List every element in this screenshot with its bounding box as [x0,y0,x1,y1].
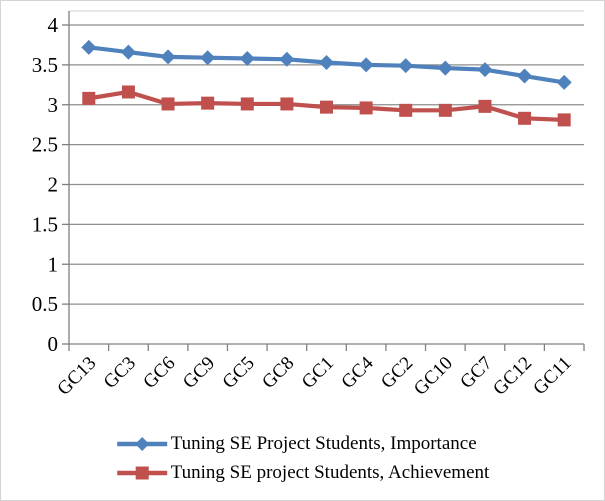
series-1-marker [280,97,294,111]
series-1-marker [201,96,215,110]
x-category-label: GC3 [100,353,140,393]
series-1-marker [82,91,96,105]
x-category-label: GC6 [139,353,179,393]
x-category-label: GC5 [219,353,259,393]
legend-diamond-marker-icon [134,437,149,451]
x-category-label: GC1 [298,353,338,393]
series-0-marker [160,49,176,65]
series-1-marker [161,97,175,111]
y-tick-label: 2.5 [32,133,58,157]
y-tick-label: 0.5 [32,292,58,316]
y-tick-label: 1 [48,252,59,276]
series-1-marker [399,103,413,117]
series-1-marker [121,85,135,99]
legend-label-achievement: Tuning SE project Students, Achievement [170,462,490,483]
y-tick-label: 0 [48,332,59,356]
series-0-marker [517,68,533,84]
legend-key-achievement-icon [116,466,167,480]
y-tick-label: 3.5 [32,53,58,77]
series-1-marker [438,103,452,117]
series-1-marker [518,111,532,125]
legend-square-marker-icon [135,466,149,480]
series-0-marker [279,51,295,67]
legend-item-importance: Tuning SE Project Students, Importance [116,430,490,458]
legend: Tuning SE Project Students, Importance T… [116,430,490,487]
y-tick-label: 2 [48,173,59,197]
legend-item-achievement: Tuning SE project Students, Achievement [116,459,490,487]
x-category-label: GC13 [53,353,100,400]
series-1-marker [478,99,492,113]
x-category-label: GC4 [337,352,378,393]
y-tick-label: 1.5 [32,212,58,236]
series-0-marker [120,44,136,60]
series-0-marker [358,57,374,73]
series-0-marker [319,54,334,70]
legend-label-importance: Tuning SE Project Students, Importance [170,433,477,454]
x-category-label: GC8 [258,353,298,393]
series-0-marker [556,74,572,90]
series-0-marker [239,50,255,66]
y-tick-label: 3 [48,93,59,117]
series-0-marker [477,62,493,78]
series-1-marker [359,101,373,115]
legend-key-importance-icon [116,437,167,451]
x-category-label: GC11 [529,353,575,399]
y-tick-label: 4 [48,13,59,37]
series-0-marker [200,50,216,66]
x-category-label: GC10 [410,353,457,400]
series-1-marker [320,100,333,114]
series-0-marker [398,58,414,74]
series-1-marker [240,97,254,111]
x-category-label: GC9 [179,353,219,393]
series-1-marker [557,113,571,127]
x-category-label: GC12 [489,353,536,400]
series-0-marker [81,39,97,55]
series-0-marker [437,60,453,76]
